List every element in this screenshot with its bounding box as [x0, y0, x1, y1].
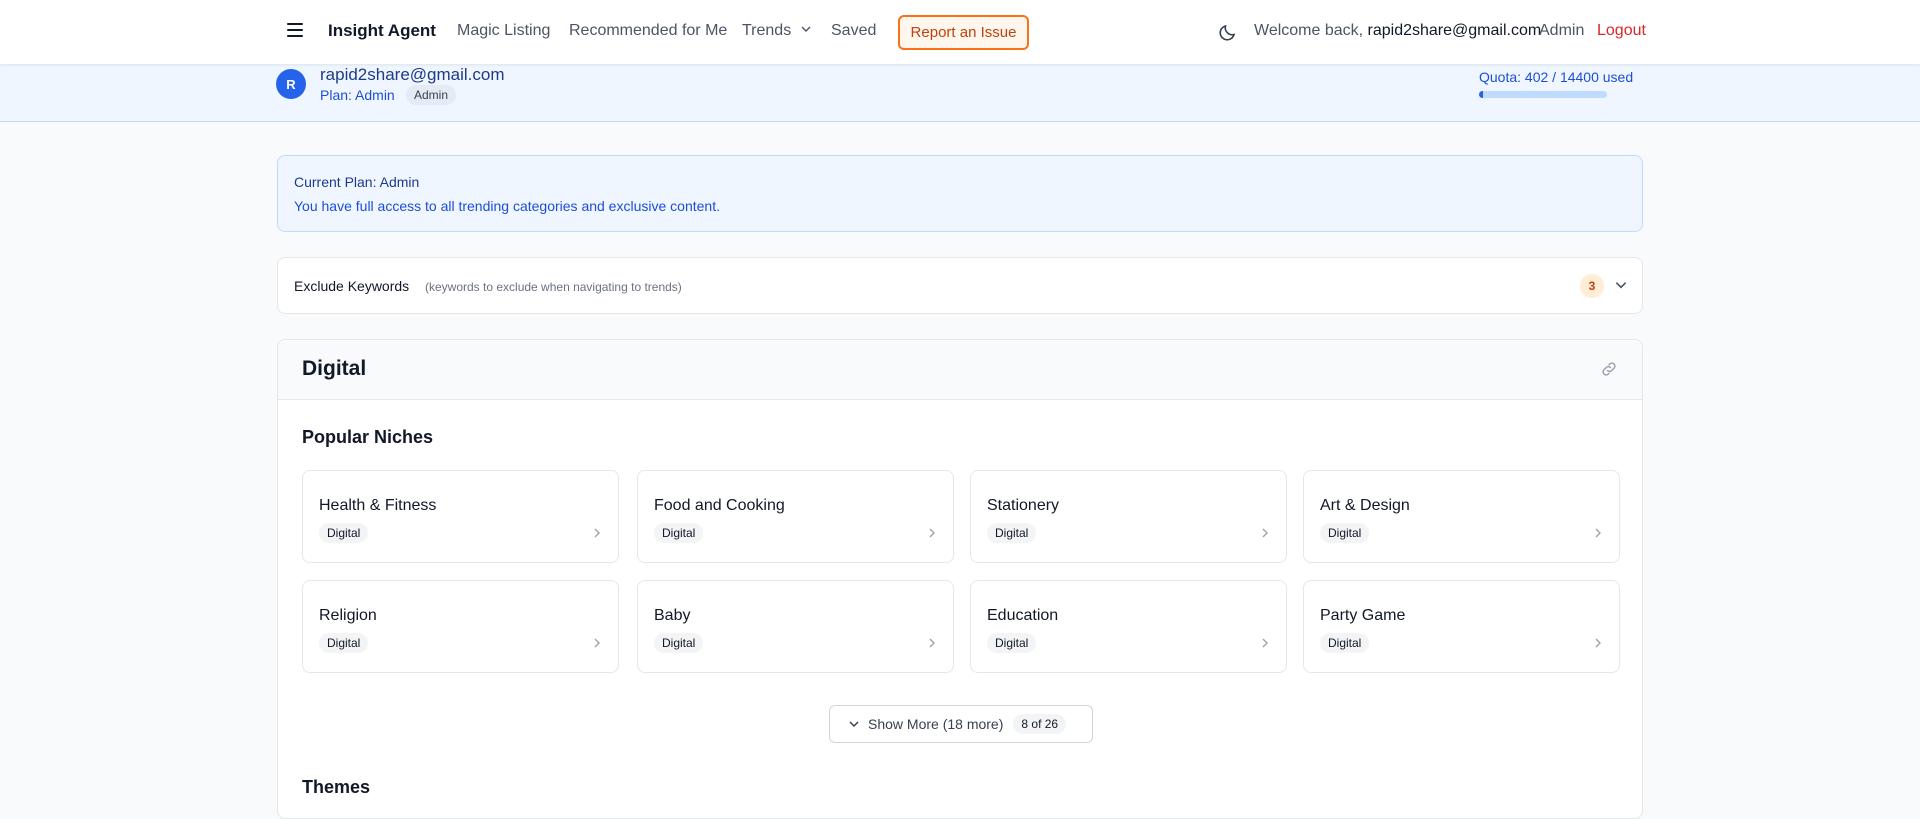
brand-logo[interactable]: Insight Agent — [328, 21, 436, 40]
top-nav: Insight Agent Magic Listing Recommended … — [0, 0, 1920, 64]
niche-tag: Digital — [319, 523, 369, 543]
report-issue-button[interactable]: Report an Issue — [898, 15, 1029, 50]
nav-trends-label: Trends — [742, 22, 792, 39]
welcome-text: Welcome back, rapid2share@gmail.com — [1254, 22, 1541, 40]
themes-heading: Themes — [302, 777, 371, 797]
welcome-user: rapid2share@gmail.com — [1367, 22, 1542, 39]
niche-tag: Digital — [654, 633, 704, 653]
niche-card[interactable]: Food and Cooking Digital — [637, 470, 954, 563]
nav-recommended[interactable]: Recommended for Me — [569, 22, 728, 39]
current-plan-notice: Current Plan: Admin You have full access… — [277, 155, 1643, 232]
plan-notice-title: Current Plan: Admin — [294, 174, 420, 190]
niche-name: Religion — [319, 607, 377, 624]
niche-name: Baby — [654, 607, 691, 624]
niche-name: Education — [987, 607, 1059, 624]
exclude-keywords-subtitle: (keywords to exclude when navigating to … — [425, 280, 682, 294]
nav-trends[interactable]: Trends — [742, 22, 812, 40]
chevron-right-icon — [929, 638, 935, 648]
plan-notice-text: You have full access to all trending cat… — [294, 198, 720, 214]
exclude-keywords-toggle[interactable]: Exclude Keywords (keywords to exclude wh… — [277, 257, 1643, 314]
niche-card[interactable]: Stationery Digital — [970, 470, 1287, 563]
quota-progress-fill — [1479, 91, 1483, 98]
chevron-right-icon — [1262, 638, 1268, 648]
niche-card[interactable]: Education Digital — [970, 580, 1287, 673]
niche-tag: Digital — [654, 523, 704, 543]
niche-name: Health & Fitness — [319, 497, 437, 514]
exclude-count-badge: 3 — [1580, 274, 1604, 298]
nav-saved[interactable]: Saved — [831, 22, 877, 39]
niche-card[interactable]: Baby Digital — [637, 580, 954, 673]
nav-magic-listing[interactable]: Magic Listing — [457, 22, 551, 39]
chevron-right-icon — [594, 528, 600, 538]
chevron-down-icon[interactable] — [1614, 278, 1628, 292]
niche-card[interactable]: Party Game Digital — [1303, 580, 1620, 673]
moon-icon[interactable] — [1218, 22, 1238, 42]
section-header: Digital — [278, 340, 1642, 400]
section-title: Digital — [302, 357, 367, 380]
menu-icon[interactable] — [287, 23, 303, 37]
popular-niches-heading: Popular Niches — [302, 427, 434, 447]
niche-name: Stationery — [987, 497, 1060, 514]
welcome-label: Welcome back, — [1254, 22, 1364, 39]
quota-text: Quota: 402 / 14400 used — [1479, 69, 1634, 85]
chevron-down-icon — [801, 26, 811, 32]
chevron-right-icon — [1595, 638, 1601, 648]
plan-badge: Admin — [406, 85, 457, 105]
link-icon[interactable] — [1600, 360, 1618, 378]
nav-admin[interactable]: Admin — [1539, 22, 1585, 39]
user-email: rapid2share@gmail.com — [320, 65, 505, 84]
digital-section: Digital Popular Niches Health & Fitness … — [277, 339, 1643, 819]
niche-card[interactable]: Health & Fitness Digital — [302, 470, 619, 563]
user-plan: Plan: Admin — [320, 87, 395, 103]
show-more-label: Show More (18 more) — [868, 716, 1004, 732]
chevron-right-icon — [1262, 528, 1268, 538]
page-count-badge: 8 of 26 — [1013, 714, 1067, 734]
niche-card[interactable]: Religion Digital — [302, 580, 619, 673]
show-more-button[interactable]: Show More (18 more) 8 of 26 — [829, 705, 1093, 743]
chevron-down-icon — [849, 721, 859, 728]
niche-tag: Digital — [1320, 523, 1370, 543]
niche-tag: Digital — [987, 523, 1037, 543]
niche-name: Art & Design — [1320, 497, 1410, 514]
niche-name: Party Game — [1320, 607, 1406, 624]
chevron-right-icon — [929, 528, 935, 538]
niche-card[interactable]: Art & Design Digital — [1303, 470, 1620, 563]
niche-tag: Digital — [1320, 633, 1370, 653]
chevron-right-icon — [1595, 528, 1601, 538]
niche-tag: Digital — [319, 633, 369, 653]
quota-progress-bar — [1479, 91, 1607, 98]
logout-link[interactable]: Logout — [1597, 22, 1646, 39]
avatar: R — [276, 69, 306, 99]
niche-name: Food and Cooking — [654, 497, 785, 514]
exclude-keywords-title: Exclude Keywords — [294, 278, 410, 294]
niche-tag: Digital — [987, 633, 1037, 653]
chevron-right-icon — [594, 638, 600, 648]
